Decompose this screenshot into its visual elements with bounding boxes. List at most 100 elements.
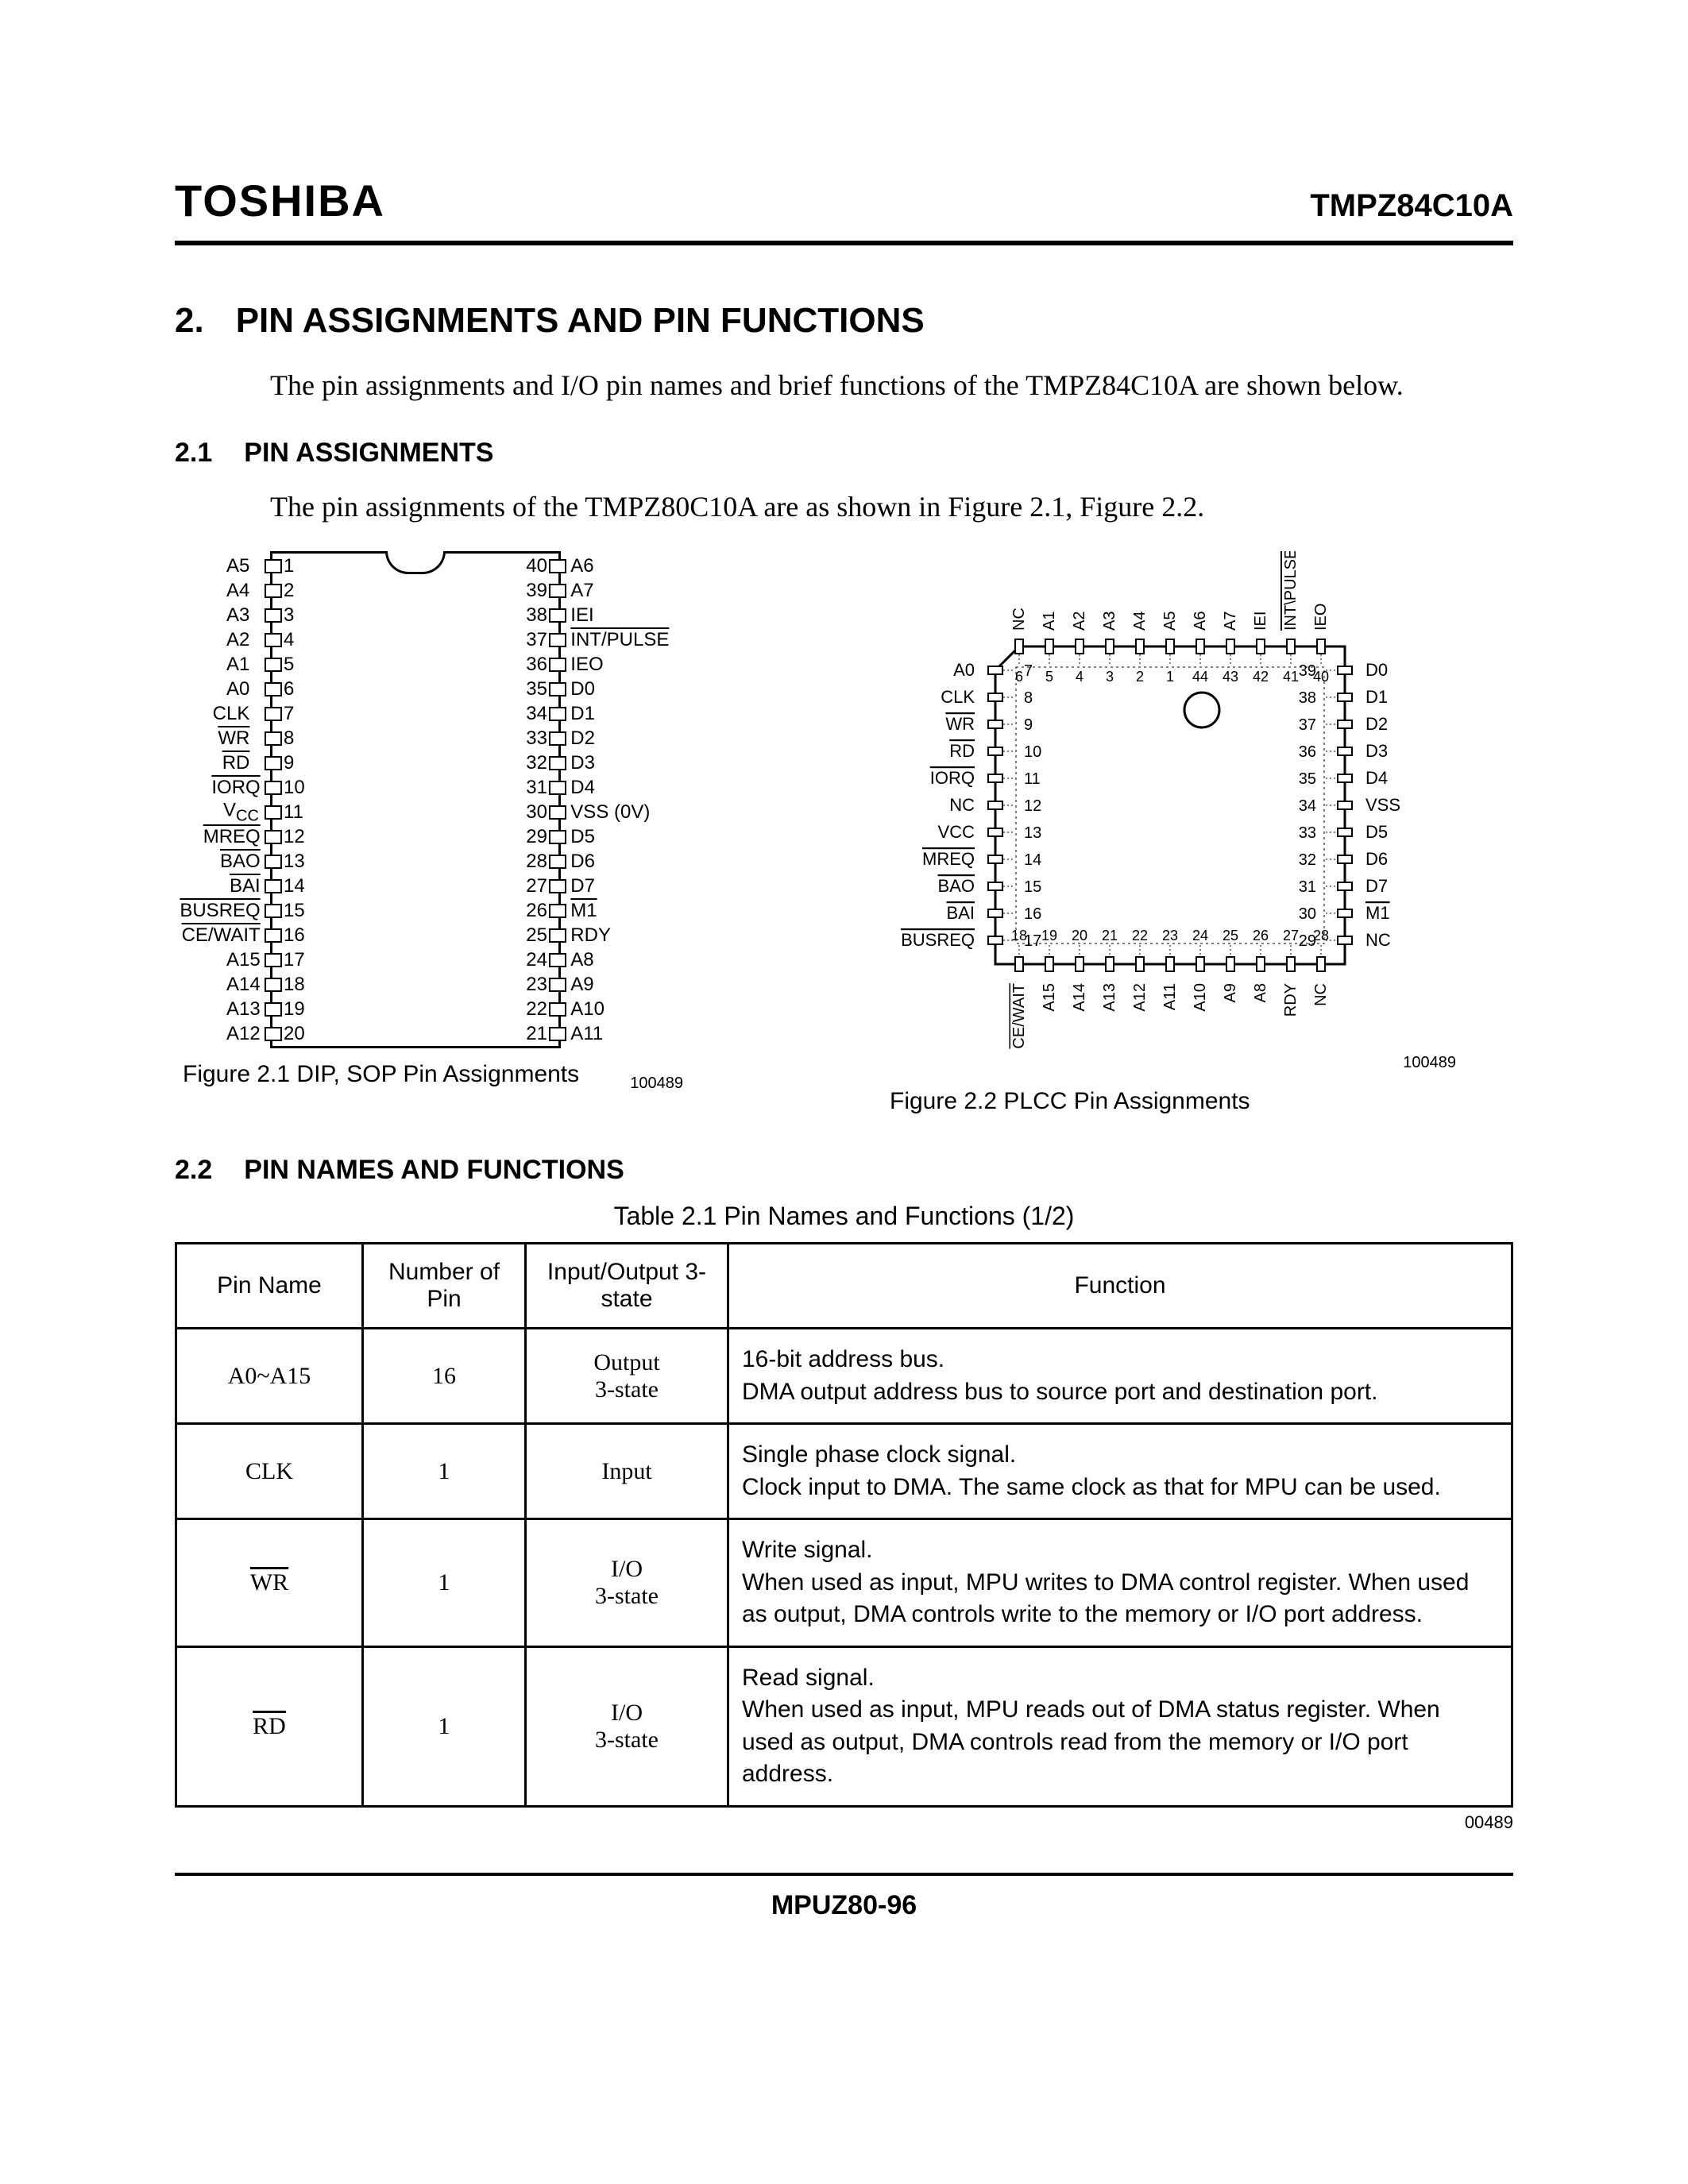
figure-id: 100489 xyxy=(630,1075,683,1093)
svg-text:A9: A9 xyxy=(1222,983,1239,1002)
svg-text:25: 25 xyxy=(1222,928,1238,943)
svg-text:35: 35 xyxy=(1298,770,1315,788)
svg-text:NC: NC xyxy=(1365,930,1391,950)
svg-text:14: 14 xyxy=(1024,851,1041,869)
svg-text:A10: A10 xyxy=(1192,983,1209,1012)
svg-text:D0: D0 xyxy=(1365,660,1388,680)
svg-text:RD: RD xyxy=(949,741,975,761)
svg-text:7: 7 xyxy=(1024,662,1033,680)
sub-number: 2.2 xyxy=(175,1155,212,1186)
svg-text:43: 43 xyxy=(1222,669,1238,685)
svg-text:36: 36 xyxy=(1298,743,1315,761)
section-heading: 2. PIN ASSIGNMENTS AND PIN FUNCTIONS xyxy=(175,301,1513,341)
svg-text:32: 32 xyxy=(1298,851,1315,869)
svg-text:CLK: CLK xyxy=(941,687,975,707)
svg-text:IEI: IEI xyxy=(1252,612,1269,631)
svg-text:A2: A2 xyxy=(1071,612,1088,631)
svg-text:34: 34 xyxy=(1298,797,1315,815)
sub-number: 2.1 xyxy=(175,438,212,469)
svg-text:13: 13 xyxy=(1024,824,1041,842)
brand: TOSHIBA xyxy=(175,175,385,226)
svg-text:41: 41 xyxy=(1282,669,1298,685)
table-id: 00489 xyxy=(175,1812,1513,1833)
svg-text:15: 15 xyxy=(1024,878,1041,896)
table-title: Table 2.1 Pin Names and Functions (1/2) xyxy=(175,1202,1513,1231)
sub-title: PIN NAMES AND FUNCTIONS xyxy=(244,1155,624,1186)
svg-text:22: 22 xyxy=(1131,928,1147,943)
svg-text:33: 33 xyxy=(1298,824,1315,842)
svg-text:10: 10 xyxy=(1024,743,1041,761)
svg-text:20: 20 xyxy=(1071,928,1087,943)
svg-text:A11: A11 xyxy=(1161,983,1179,1010)
pin-table: Pin NameNumber of PinInput/Output 3-stat… xyxy=(175,1242,1513,1808)
svg-text:21: 21 xyxy=(1101,928,1117,943)
svg-text:D3: D3 xyxy=(1365,741,1388,761)
svg-text:4: 4 xyxy=(1075,669,1083,685)
svg-text:CE/WAIT: CE/WAIT xyxy=(1010,983,1028,1049)
svg-text:A5: A5 xyxy=(1161,612,1179,631)
subsection-2-2: 2.2 PIN NAMES AND FUNCTIONS xyxy=(175,1155,1513,1186)
svg-text:12: 12 xyxy=(1024,797,1041,815)
svg-text:A0: A0 xyxy=(953,660,975,680)
svg-text:D4: D4 xyxy=(1365,768,1388,788)
svg-text:NC: NC xyxy=(949,795,975,815)
svg-text:VCC: VCC xyxy=(937,822,975,842)
section-title: PIN ASSIGNMENTS AND PIN FUNCTIONS xyxy=(236,301,925,341)
page-footer: MPUZ80-96 xyxy=(175,1890,1513,1921)
svg-text:A12: A12 xyxy=(1131,983,1149,1012)
svg-text:BUSREQ: BUSREQ xyxy=(901,930,975,950)
subsection-2-1: 2.1 PIN ASSIGNMENTS xyxy=(175,438,1513,469)
svg-text:MREQ: MREQ xyxy=(922,849,975,869)
svg-text:6: 6 xyxy=(1014,669,1022,685)
figure-plcc: 7A08CLK9WR10RD11IORQ12NC13VCC14MREQ15BAO… xyxy=(731,551,1513,1115)
svg-text:24: 24 xyxy=(1192,928,1207,943)
svg-text:28: 28 xyxy=(1312,928,1328,943)
svg-text:40: 40 xyxy=(1312,669,1328,685)
svg-text:D7: D7 xyxy=(1365,876,1388,896)
svg-text:RDY: RDY xyxy=(1282,983,1300,1017)
svg-text:A6: A6 xyxy=(1192,612,1209,631)
svg-text:A7: A7 xyxy=(1222,612,1239,631)
svg-text:D1: D1 xyxy=(1365,687,1388,707)
section-number: 2. xyxy=(175,301,204,341)
svg-text:16: 16 xyxy=(1024,905,1041,923)
svg-text:INT\PULSE: INT\PULSE xyxy=(1282,551,1300,631)
svg-text:A1: A1 xyxy=(1041,612,1058,631)
part-number: TMPZ84C10A xyxy=(1310,188,1513,224)
svg-text:3: 3 xyxy=(1105,669,1113,685)
svg-text:A13: A13 xyxy=(1101,983,1118,1012)
svg-text:2: 2 xyxy=(1135,669,1143,685)
sub-title: PIN ASSIGNMENTS xyxy=(244,438,493,469)
svg-text:37: 37 xyxy=(1298,716,1315,734)
svg-text:VSS: VSS xyxy=(1365,795,1400,815)
svg-text:1: 1 xyxy=(1165,669,1173,685)
svg-text:D5: D5 xyxy=(1365,822,1388,842)
figure-caption: Figure 2.2 PLCC Pin Assignments xyxy=(890,1088,1513,1115)
svg-text:100489: 100489 xyxy=(1403,1054,1456,1071)
svg-text:30: 30 xyxy=(1298,905,1315,923)
svg-text:26: 26 xyxy=(1252,928,1268,943)
svg-text:A3: A3 xyxy=(1101,612,1118,631)
svg-text:19: 19 xyxy=(1041,928,1056,943)
svg-text:A14: A14 xyxy=(1071,983,1088,1012)
svg-text:IEO: IEO xyxy=(1312,604,1330,631)
svg-text:11: 11 xyxy=(1024,770,1041,788)
svg-text:A8: A8 xyxy=(1252,983,1269,1002)
sub-intro: The pin assignments of the TMPZ80C10A ar… xyxy=(270,486,1477,527)
svg-text:NC: NC xyxy=(1312,983,1330,1006)
svg-text:D2: D2 xyxy=(1365,714,1388,734)
svg-text:42: 42 xyxy=(1252,669,1268,685)
svg-text:IORQ: IORQ xyxy=(929,768,974,788)
svg-text:27: 27 xyxy=(1282,928,1298,943)
svg-text:BAI: BAI xyxy=(946,903,974,923)
svg-text:WR: WR xyxy=(945,714,975,734)
page-header: TOSHIBA TMPZ84C10A xyxy=(175,175,1513,245)
svg-text:18: 18 xyxy=(1010,928,1026,943)
svg-text:A15: A15 xyxy=(1041,983,1058,1012)
svg-text:BAO: BAO xyxy=(937,876,974,896)
section-intro: The pin assignments and I/O pin names an… xyxy=(270,365,1477,406)
svg-text:A4: A4 xyxy=(1131,612,1149,631)
figure-dip: 1A540A62A439A73A338IEI4A237INT/PULSE5A13… xyxy=(175,551,683,1088)
svg-text:31: 31 xyxy=(1298,878,1315,896)
svg-text:44: 44 xyxy=(1192,669,1207,685)
